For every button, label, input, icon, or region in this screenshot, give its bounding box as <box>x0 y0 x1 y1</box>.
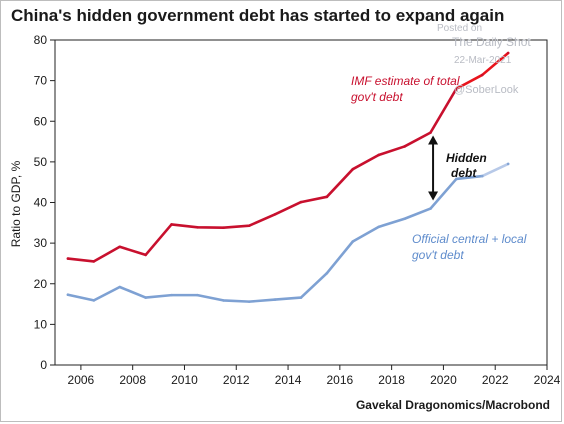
y-tick-label: 30 <box>34 236 48 250</box>
official-debt-line-recent <box>480 162 510 178</box>
x-tick-label: 2024 <box>534 373 561 387</box>
official-debt-line-point <box>506 162 510 166</box>
y-tick-label: 50 <box>34 155 48 169</box>
official-debt-line-point <box>351 240 355 243</box>
x-tick-label: 2022 <box>482 373 509 387</box>
annotation-layer: IMF estimate of total gov't debt Hidden … <box>351 74 527 262</box>
official-debt-line-point <box>455 177 458 181</box>
imf-debt-line-point <box>66 257 70 260</box>
hidden-debt-label-line1: Hidden <box>446 151 487 165</box>
x-axis: 2006 2008 2010 2012 2014 2016 2018 2020 2022 2024 <box>68 365 561 387</box>
official-debt-line-point <box>480 174 484 178</box>
official-debt-line-point <box>325 271 329 275</box>
imf-debt-line-point <box>299 200 303 204</box>
y-axis-label: Ratio to GDP, % <box>9 160 23 247</box>
imf-debt-line-point <box>455 87 458 91</box>
x-tick-label: 2008 <box>119 373 146 387</box>
hidden-debt-arrow-head-up <box>428 135 439 145</box>
imf-debt-line-point <box>351 167 355 171</box>
x-tick-label: 2010 <box>171 373 198 387</box>
imf-debt-line-point <box>118 245 122 249</box>
imf-debt-line-point <box>429 131 432 134</box>
y-tick-label: 60 <box>34 114 48 128</box>
imf-series-label-line2: gov't debt <box>351 90 403 104</box>
official-debt-line-point <box>247 300 251 303</box>
official-debt-line-point <box>170 293 173 297</box>
imf-debt-line-point <box>196 225 199 229</box>
y-tick-label: 20 <box>34 277 48 291</box>
official-debt-line-point <box>144 296 147 299</box>
x-tick-label: 2018 <box>378 373 405 387</box>
official-series-label-line2: gov't debt <box>412 248 464 262</box>
watermark-line1: Posted on <box>437 23 483 34</box>
watermark-line3: 22-Mar-2021 <box>454 55 512 66</box>
official-debt-line-point <box>222 299 225 302</box>
official-debt-line-point <box>118 285 122 289</box>
x-tick-label: 2016 <box>326 373 353 387</box>
x-tick-label: 2006 <box>68 373 95 387</box>
imf-debt-line-point <box>506 51 510 55</box>
chart-title: China's hidden government debt has start… <box>11 6 505 25</box>
imf-debt-line-point <box>144 253 147 257</box>
official-debt-line-point <box>377 225 380 229</box>
imf-debt-line-point <box>403 145 406 148</box>
official-debt-line-point <box>273 298 277 301</box>
hidden-debt-label-line2: debt <box>451 166 477 180</box>
official-debt-line-point <box>196 293 199 297</box>
y-tick-label: 10 <box>34 317 48 331</box>
imf-debt-line-point <box>222 226 225 229</box>
official-debt-line-point <box>66 293 70 297</box>
y-tick-label: 0 <box>40 358 47 372</box>
x-tick-label: 2012 <box>223 373 250 387</box>
imf-debt-line-point <box>92 260 96 263</box>
imf-debt-line-point <box>170 223 173 226</box>
imf-debt-line-point <box>325 195 329 199</box>
y-tick-label: 80 <box>34 33 48 47</box>
source-credit: Gavekal Dragonomics/Macrobond <box>355 398 550 412</box>
official-debt-line-point <box>92 299 96 302</box>
official-series-label-line1: Official central + local <box>412 232 527 246</box>
official-debt-line-point <box>299 296 303 299</box>
hidden-debt-arrow-head-down <box>428 191 439 201</box>
imf-debt-line <box>66 87 458 263</box>
y-axis: 0 10 20 30 40 50 60 70 80 <box>34 33 55 372</box>
imf-debt-line-point <box>247 224 251 227</box>
official-debt-line-point <box>429 207 432 210</box>
series-layer <box>66 51 510 303</box>
imf-debt-line-point <box>480 73 484 77</box>
y-tick-label: 70 <box>34 74 48 88</box>
imf-debt-line-point <box>273 212 277 216</box>
imf-debt-line-point <box>377 153 380 157</box>
x-tick-label: 2014 <box>275 373 302 387</box>
watermark-line4: @SoberLook <box>454 84 519 96</box>
x-tick-label: 2020 <box>430 373 457 387</box>
y-tick-label: 40 <box>34 196 48 210</box>
official-debt-line-point <box>403 217 406 221</box>
imf-series-label-line1: IMF estimate of total <box>351 74 460 88</box>
watermark-line2: The Daily Shot <box>452 35 531 49</box>
